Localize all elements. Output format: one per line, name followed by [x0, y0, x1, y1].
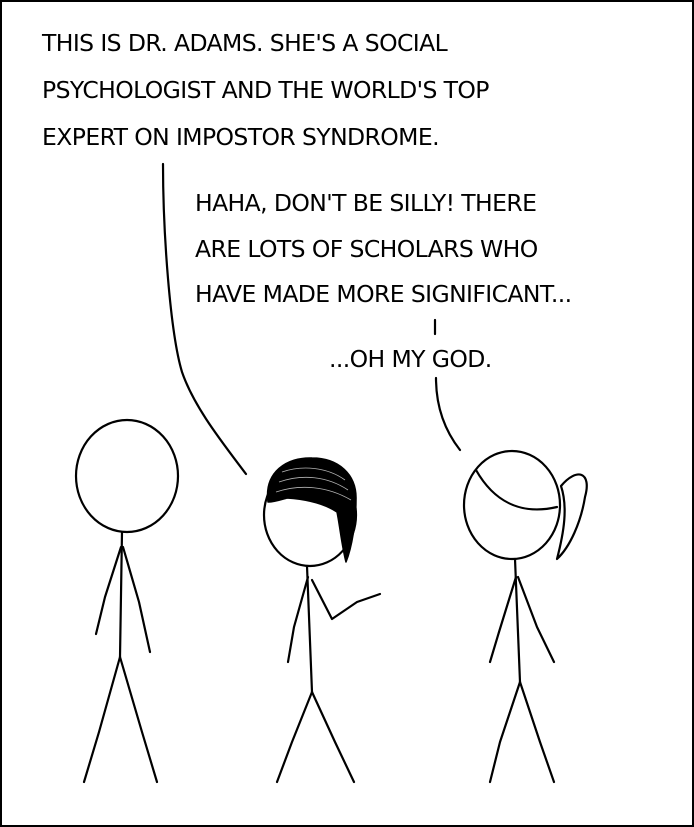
dr-adams-line-2: ARE LOTS OF SCHOLARS WHO — [195, 235, 538, 263]
narrator-speech-tail — [161, 162, 248, 476]
dr-adams-ponytail — [555, 473, 588, 561]
dr-adams-left-leg — [488, 680, 522, 784]
bystander-right-arm — [310, 578, 382, 621]
dr-adams-speech-tail — [434, 376, 462, 452]
dr-adams-left-arm — [488, 575, 518, 664]
dr-adams-right-arm — [516, 575, 556, 664]
bystander-right-leg — [310, 690, 356, 784]
dr-adams-figure — [462, 449, 588, 784]
narrator-head — [74, 418, 180, 534]
bystander-body — [305, 564, 314, 694]
narrator-left-arm — [94, 545, 123, 636]
dr-adams-right-leg — [518, 680, 556, 784]
dr-adams-line-3: HAVE MADE MORE SIGNIFICANT... — [195, 280, 572, 308]
bystander-left-arm — [286, 575, 310, 664]
dr-adams-line-1: HAHA, DON'T BE SILLY! THERE — [195, 189, 537, 217]
dr-adams-realization-line: ...OH MY GOD. — [329, 345, 492, 373]
bystander-left-leg — [275, 690, 314, 784]
dr-adams-head — [462, 449, 562, 561]
narrator-left-leg — [82, 655, 122, 784]
narrator-figure — [74, 418, 180, 784]
narrator-right-arm — [121, 545, 152, 654]
narrator-line-3: EXPERT ON IMPOSTOR SYNDROME. — [42, 123, 440, 151]
bystander-hair — [266, 457, 357, 563]
narrator-right-leg — [118, 655, 159, 784]
bystander-figure — [262, 462, 382, 784]
narrator-body — [118, 530, 124, 659]
narrator-line-2: PSYCHOLOGIST AND THE WORLD'S TOP — [42, 76, 489, 104]
narrator-line-1: THIS IS DR. ADAMS. SHE'S A SOCIAL — [42, 29, 448, 57]
dr-adams-hair-line — [474, 468, 559, 511]
